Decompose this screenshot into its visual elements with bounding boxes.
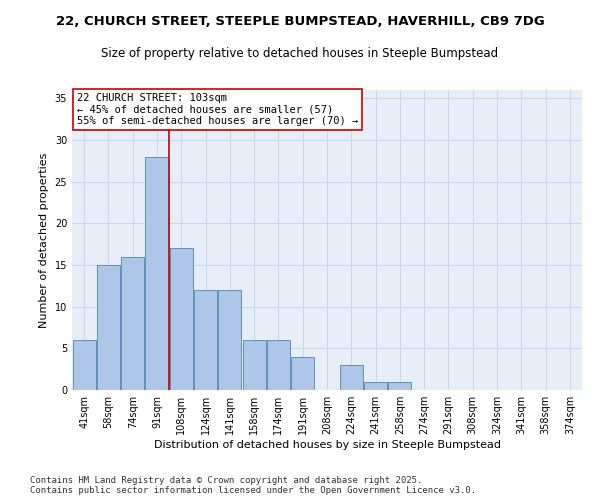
Bar: [340, 365, 363, 390]
Text: Contains HM Land Registry data © Crown copyright and database right 2025.
Contai: Contains HM Land Registry data © Crown c…: [30, 476, 476, 495]
Text: 22 CHURCH STREET: 103sqm
← 45% of detached houses are smaller (57)
55% of semi-d: 22 CHURCH STREET: 103sqm ← 45% of detach…: [77, 93, 358, 126]
X-axis label: Distribution of detached houses by size in Steeple Bumpstead: Distribution of detached houses by size …: [154, 440, 500, 450]
Bar: [170, 248, 193, 390]
Bar: [97, 265, 120, 390]
Bar: [267, 340, 290, 390]
Bar: [145, 156, 169, 390]
Bar: [364, 382, 387, 390]
Bar: [242, 340, 266, 390]
Bar: [388, 382, 412, 390]
Bar: [218, 290, 241, 390]
Bar: [291, 356, 314, 390]
Text: Size of property relative to detached houses in Steeple Bumpstead: Size of property relative to detached ho…: [101, 48, 499, 60]
Bar: [73, 340, 95, 390]
Bar: [194, 290, 217, 390]
Bar: [121, 256, 144, 390]
Y-axis label: Number of detached properties: Number of detached properties: [39, 152, 49, 328]
Text: 22, CHURCH STREET, STEEPLE BUMPSTEAD, HAVERHILL, CB9 7DG: 22, CHURCH STREET, STEEPLE BUMPSTEAD, HA…: [56, 15, 544, 28]
